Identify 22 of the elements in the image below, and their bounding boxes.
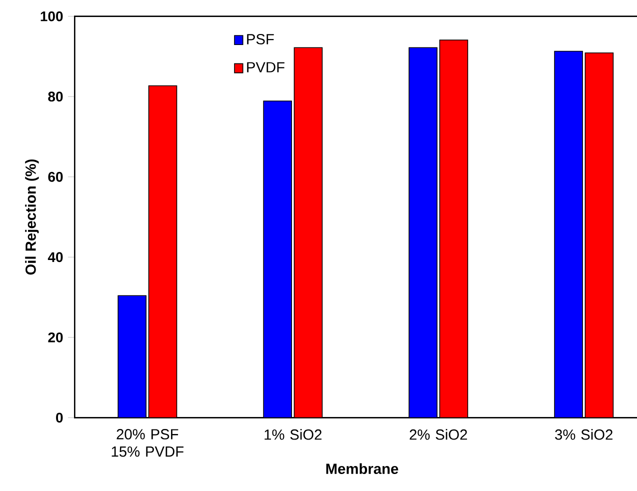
legend-label: PVDF — [247, 62, 284, 72]
y-tick-label: 60 — [48, 172, 63, 182]
legend-label: PSF — [247, 34, 274, 44]
bar — [554, 50, 583, 418]
bar — [118, 295, 146, 418]
y-tick-label: 100 — [40, 11, 63, 22]
y-tick-label: 80 — [48, 92, 63, 102]
x-axis-title: Membrane — [326, 463, 398, 474]
x-tick-label: 3% SiO2 — [555, 429, 612, 440]
x-tick-label: 20% PSF 15% PVDF — [112, 429, 184, 457]
x-tick-label: 2% SiO2 — [410, 429, 467, 440]
bar — [263, 100, 292, 418]
y-tick-label: 0 — [56, 412, 63, 423]
bar — [584, 52, 614, 418]
bar — [439, 40, 468, 418]
bar — [408, 47, 438, 418]
bar — [294, 47, 323, 418]
y-tick-label: 40 — [48, 252, 63, 262]
bar — [148, 85, 178, 418]
x-tick-label: 1% SiO2 — [264, 429, 322, 440]
y-tick-label: 20 — [48, 332, 63, 342]
y-axis-title: Oil Rejection (%) — [25, 159, 39, 275]
